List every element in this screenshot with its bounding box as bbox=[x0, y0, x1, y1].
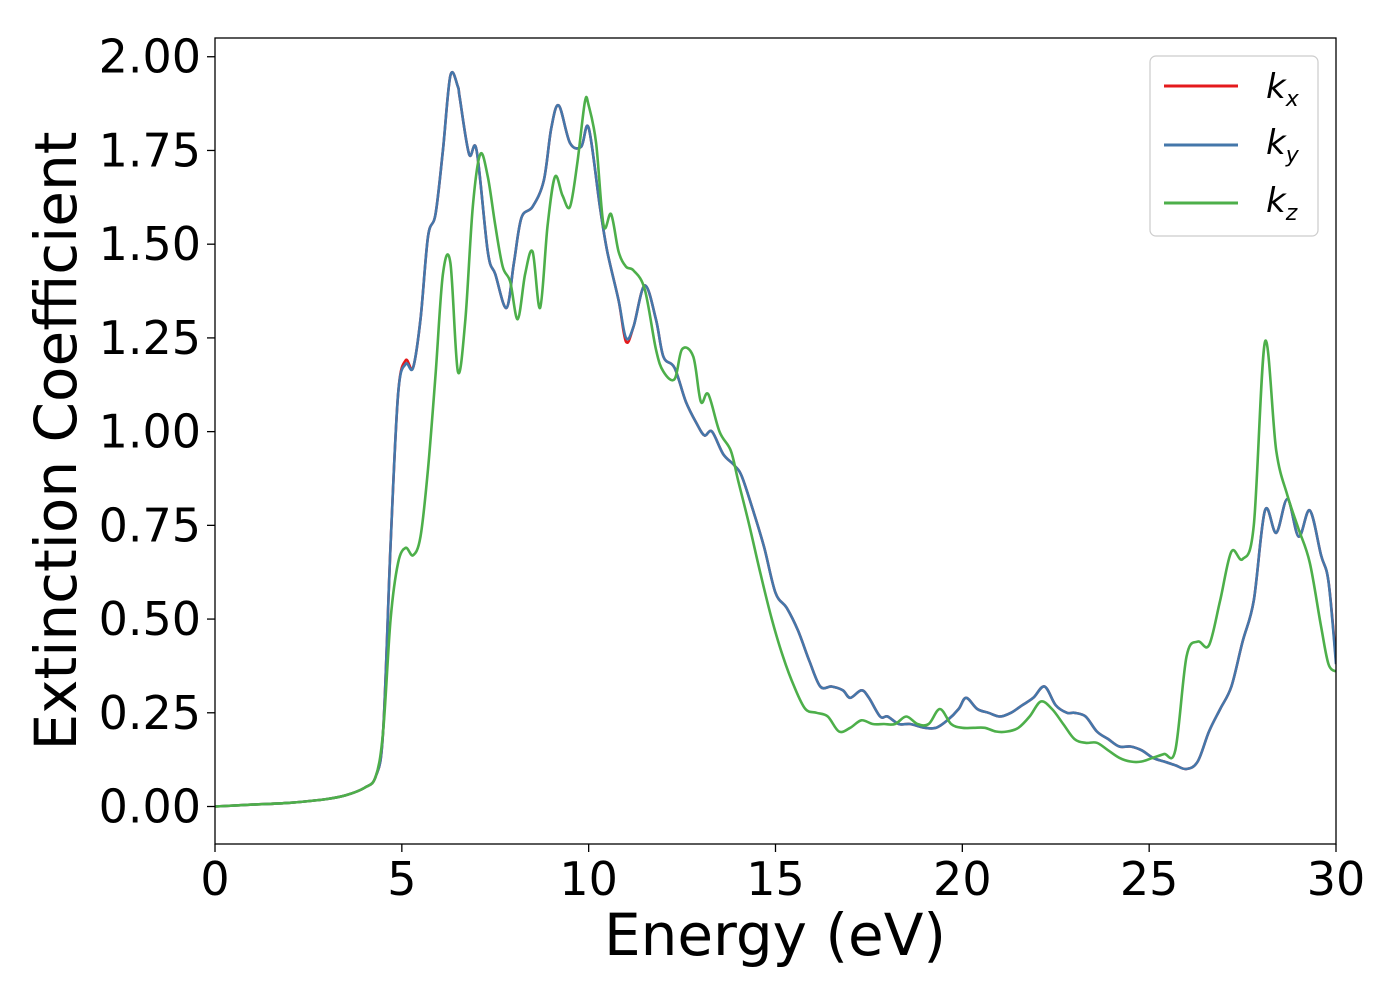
y-tick-label: 0.00 bbox=[99, 780, 201, 834]
x-tick-label: 0 bbox=[200, 852, 229, 906]
y-tick-label: 2.00 bbox=[99, 30, 201, 84]
y-tick-label: 0.50 bbox=[99, 592, 201, 646]
x-tick-label: 10 bbox=[559, 852, 618, 906]
y-axis-label: Extinction Coefficient bbox=[22, 132, 90, 751]
y-tick-label: 1.50 bbox=[99, 217, 201, 271]
y-tick-label: 1.75 bbox=[99, 123, 201, 177]
x-axis-ticks: 0 5 10 15 20 25 30 bbox=[200, 844, 1365, 906]
y-tick-label: 1.25 bbox=[99, 311, 201, 365]
series-layer bbox=[215, 70, 1336, 808]
x-axis-label: Energy (eV) bbox=[604, 901, 946, 969]
x-tick-label: 20 bbox=[933, 852, 992, 906]
x-tick-label: 30 bbox=[1307, 852, 1366, 906]
y-tick-label: 0.25 bbox=[99, 686, 201, 740]
x-tick-label: 5 bbox=[387, 852, 416, 906]
legend: kx ky kz bbox=[1149, 55, 1319, 237]
x-tick-label: 15 bbox=[746, 852, 805, 906]
y-axis-ticks: 0.00 0.25 0.50 0.75 1.00 1.25 1.50 1.75 2.00 bbox=[99, 30, 215, 834]
legend-label-ky: ky bbox=[1266, 123, 1300, 168]
y-tick-label: 1.00 bbox=[99, 405, 201, 459]
legend-label-kx: kx bbox=[1266, 67, 1300, 112]
legend-label-kz: kz bbox=[1266, 181, 1298, 226]
series-line-kz bbox=[215, 95, 1336, 808]
x-tick-label: 25 bbox=[1120, 852, 1179, 906]
y-tick-label: 0.75 bbox=[99, 498, 201, 552]
